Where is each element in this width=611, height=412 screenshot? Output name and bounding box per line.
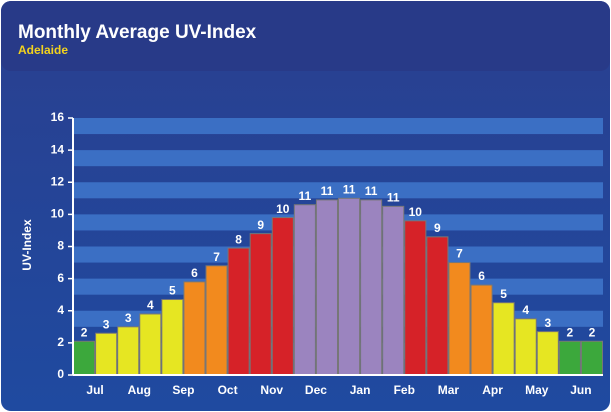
y-tick-label: 4 [57, 303, 64, 317]
bar [205, 265, 228, 376]
value-label: 7 [456, 247, 463, 261]
y-tick-label: 16 [51, 110, 65, 124]
value-label: 9 [434, 221, 441, 235]
y-tick-label: 10 [51, 207, 65, 221]
bar [558, 340, 581, 376]
value-label: 4 [522, 303, 529, 317]
y-tick-label: 8 [57, 239, 64, 253]
value-label: 3 [103, 317, 110, 331]
chart-subtitle: Adelaide [18, 43, 68, 57]
bar [382, 205, 405, 376]
x-tick-label: Dec [305, 383, 327, 397]
y-tick-label: 0 [57, 367, 64, 381]
x-tick-label: Oct [218, 383, 238, 397]
value-label: 7 [213, 250, 220, 264]
grid-band [73, 150, 603, 167]
x-tick-label: Aug [128, 383, 151, 397]
value-label: 6 [478, 269, 485, 283]
bar [426, 236, 449, 376]
bar [448, 262, 471, 376]
bar [492, 302, 515, 376]
bar [139, 313, 162, 376]
x-tick-label: Apr [482, 383, 503, 397]
bar [338, 197, 361, 376]
value-label: 3 [125, 311, 132, 325]
x-tick-label: Sep [172, 383, 194, 397]
bar [249, 233, 272, 376]
header [1, 1, 610, 71]
bar [271, 217, 294, 376]
bar [293, 204, 316, 376]
value-label: 3 [544, 316, 551, 330]
y-tick-label: 2 [57, 335, 64, 349]
value-label: 2 [81, 325, 88, 339]
x-tick-label: May [525, 383, 549, 397]
bar [536, 331, 559, 376]
value-label: 2 [589, 325, 596, 339]
bar [580, 340, 604, 376]
x-tick-label: Jun [570, 383, 591, 397]
value-label: 2 [567, 325, 574, 339]
value-label: 11 [343, 182, 356, 196]
value-label: 10 [276, 202, 290, 216]
bar [470, 284, 493, 376]
x-tick-label: Feb [394, 383, 415, 397]
bar [161, 299, 184, 376]
value-label: 11 [321, 184, 334, 198]
y-tick-label: 12 [51, 174, 65, 188]
value-label: 10 [409, 205, 423, 219]
value-label: 9 [257, 218, 264, 232]
value-label: 4 [147, 298, 154, 312]
x-tick-label: Mar [438, 383, 460, 397]
chart-title: Monthly Average UV-Index [18, 22, 257, 43]
value-label: 6 [191, 266, 198, 280]
bar [360, 199, 383, 376]
value-label: 5 [169, 284, 176, 298]
bar [315, 199, 338, 376]
value-label: 8 [235, 232, 242, 246]
y-axis-label: UV-Index [20, 219, 34, 271]
value-label: 11 [387, 191, 400, 205]
bar [95, 332, 118, 376]
grid-band [73, 118, 603, 135]
y-tick-label: 6 [57, 271, 64, 285]
y-tick-label: 14 [51, 142, 65, 156]
x-tick-label: Nov [260, 383, 283, 397]
value-label: 11 [299, 189, 312, 203]
value-label: 11 [365, 184, 378, 198]
x-tick-label: Jul [86, 383, 103, 397]
x-tick-label: Jan [350, 383, 371, 397]
bar [73, 340, 96, 376]
value-label: 5 [500, 287, 507, 301]
bar [183, 281, 206, 376]
bar [227, 247, 250, 376]
bar [514, 318, 537, 376]
bar [117, 326, 140, 376]
grid-band [73, 182, 603, 199]
bar [404, 220, 427, 376]
